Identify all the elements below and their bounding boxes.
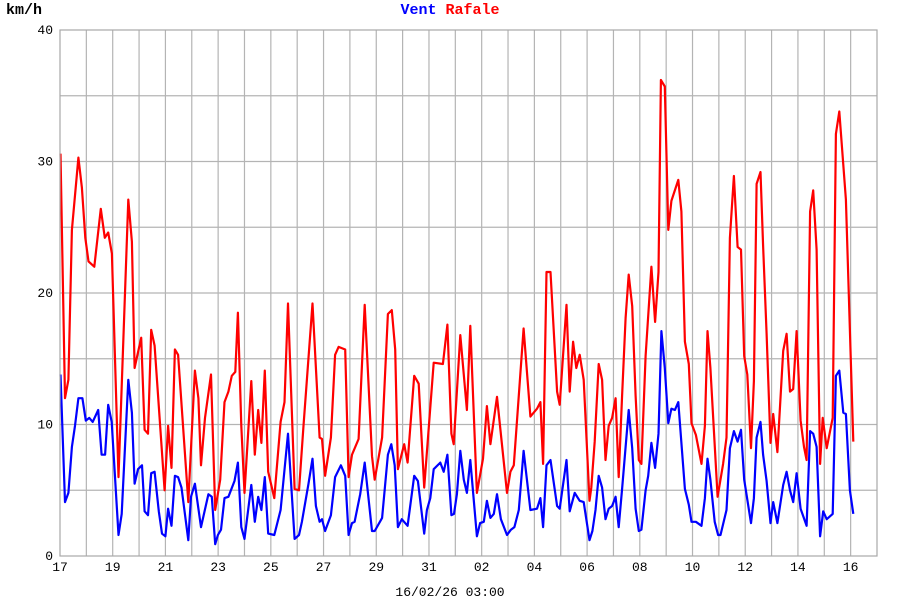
legend: Vent Rafale <box>400 2 499 19</box>
x-tick-label: 14 <box>790 560 806 575</box>
legend-vent: Vent <box>400 2 436 19</box>
series-lines <box>59 78 855 546</box>
y-tick-label: 40 <box>37 23 53 38</box>
y-tick-label: 30 <box>37 155 53 170</box>
grid <box>60 30 877 556</box>
x-tick-label: 17 <box>52 560 68 575</box>
x-tick-label: 16 <box>843 560 859 575</box>
y-tick-labels: 0 10 20 30 40 <box>37 23 53 564</box>
y-unit-label: km/h <box>6 2 42 19</box>
x-tick-label: 19 <box>105 560 121 575</box>
x-tick-label: 31 <box>421 560 437 575</box>
y-tick-label: 10 <box>37 418 53 433</box>
x-tick-label: 25 <box>263 560 279 575</box>
x-tick-label: 27 <box>316 560 332 575</box>
x-axis-label: 16/02/26 03:00 <box>395 585 504 600</box>
x-tick-label: 29 <box>368 560 384 575</box>
x-tick-label: 06 <box>579 560 595 575</box>
legend-rafale: Rafale <box>446 2 500 19</box>
x-tick-label: 02 <box>474 560 490 575</box>
x-tick-label: 08 <box>632 560 648 575</box>
y-tick-label: 20 <box>37 286 53 301</box>
x-tick-label: 04 <box>527 560 543 575</box>
plot-frame <box>59 29 878 557</box>
x-tick-label: 21 <box>158 560 174 575</box>
x-tick-label: 10 <box>685 560 701 575</box>
y-tick-label: 0 <box>45 549 53 564</box>
x-tick-label: 12 <box>737 560 753 575</box>
series-line-rafale <box>59 78 855 512</box>
x-tick-labels: 17 19 21 23 25 27 29 31 02 04 06 08 10 12 14 16 <box>52 560 858 575</box>
x-tick-label: 23 <box>210 560 226 575</box>
series-line-vent <box>59 330 855 546</box>
